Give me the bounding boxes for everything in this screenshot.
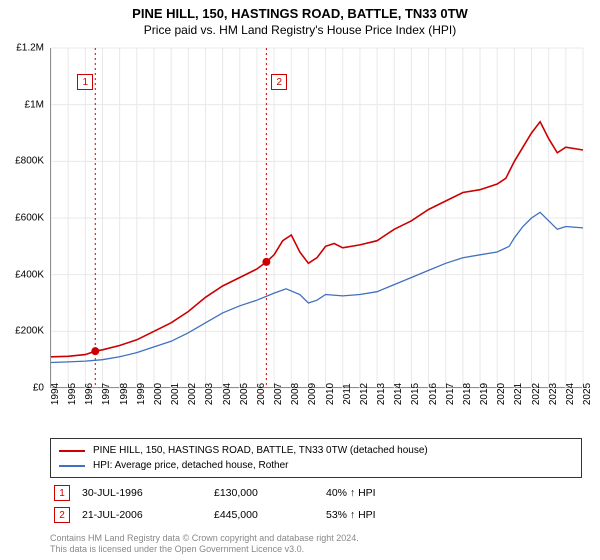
x-tick-label: 2024 — [565, 383, 576, 405]
x-tick-label: 2000 — [153, 383, 164, 405]
sale-marker-label: 2 — [271, 74, 287, 90]
chart-svg — [51, 48, 582, 387]
x-tick-label: 2011 — [342, 383, 353, 405]
x-tick-label: 2021 — [513, 383, 524, 405]
x-tick-label: 1996 — [84, 383, 95, 405]
attribution-line: This data is licensed under the Open Gov… — [50, 544, 582, 556]
sale-note: 53% ↑ HPI — [326, 509, 376, 521]
x-tick-label: 1995 — [67, 383, 78, 405]
legend-row: HPI: Average price, detached house, Roth… — [59, 458, 573, 473]
x-tick-label: 2014 — [393, 383, 404, 405]
x-tick-label: 2009 — [307, 383, 318, 405]
sales-table: 1 30-JUL-1996 £130,000 40% ↑ HPI 2 21-JU… — [50, 482, 582, 526]
y-tick-label: £1M — [25, 99, 44, 110]
y-tick-label: £0 — [33, 383, 44, 394]
y-tick-label: £800K — [15, 156, 44, 167]
x-tick-label: 2003 — [204, 383, 215, 405]
y-tick-label: £1.2M — [16, 43, 44, 54]
x-tick-label: 1997 — [101, 383, 112, 405]
sale-date: 30-JUL-1996 — [82, 487, 202, 499]
y-tick-label: £600K — [15, 213, 44, 224]
x-tick-label: 2005 — [239, 383, 250, 405]
x-tick-label: 2019 — [479, 383, 490, 405]
x-tick-label: 1998 — [119, 383, 130, 405]
x-tick-label: 2015 — [410, 383, 421, 405]
legend-swatch — [59, 450, 85, 452]
chart-area: 12 — [50, 48, 582, 388]
x-tick-label: 2022 — [531, 383, 542, 405]
x-tick-label: 2008 — [290, 383, 301, 405]
sale-price: £130,000 — [214, 487, 314, 499]
x-tick-label: 2002 — [187, 383, 198, 405]
x-tick-label: 2025 — [582, 383, 593, 405]
legend-label: PINE HILL, 150, HASTINGS ROAD, BATTLE, T… — [93, 445, 428, 456]
chart-title: PINE HILL, 150, HASTINGS ROAD, BATTLE, T… — [0, 6, 600, 21]
x-tick-label: 2018 — [462, 383, 473, 405]
x-tick-label: 2006 — [256, 383, 267, 405]
legend-swatch — [59, 465, 85, 467]
legend: PINE HILL, 150, HASTINGS ROAD, BATTLE, T… — [50, 438, 582, 478]
x-tick-label: 2012 — [359, 383, 370, 405]
x-tick-label: 2013 — [376, 383, 387, 405]
x-tick-label: 2004 — [222, 383, 233, 405]
y-tick-label: £200K — [15, 326, 44, 337]
x-tick-label: 1994 — [50, 383, 61, 405]
x-axis-labels: 1994199519961997199819992000200120022003… — [50, 390, 582, 440]
x-tick-label: 2007 — [273, 383, 284, 405]
sale-row: 2 21-JUL-2006 £445,000 53% ↑ HPI — [50, 504, 582, 526]
x-tick-label: 2017 — [445, 383, 456, 405]
sale-date: 21-JUL-2006 — [82, 509, 202, 521]
x-tick-label: 2020 — [496, 383, 507, 405]
y-tick-label: £400K — [15, 269, 44, 280]
sale-row: 1 30-JUL-1996 £130,000 40% ↑ HPI — [50, 482, 582, 504]
legend-row: PINE HILL, 150, HASTINGS ROAD, BATTLE, T… — [59, 443, 573, 458]
sale-price: £445,000 — [214, 509, 314, 521]
attribution-line: Contains HM Land Registry data © Crown c… — [50, 533, 582, 545]
title-block: PINE HILL, 150, HASTINGS ROAD, BATTLE, T… — [0, 0, 600, 37]
sale-marker-label: 1 — [77, 74, 93, 90]
sale-marker-icon: 2 — [54, 507, 70, 523]
x-tick-label: 2010 — [325, 383, 336, 405]
attribution: Contains HM Land Registry data © Crown c… — [50, 533, 582, 556]
chart-subtitle: Price paid vs. HM Land Registry's House … — [0, 23, 600, 37]
x-tick-label: 2023 — [548, 383, 559, 405]
sale-marker-icon: 1 — [54, 485, 70, 501]
x-tick-label: 2016 — [428, 383, 439, 405]
x-tick-label: 1999 — [136, 383, 147, 405]
x-tick-label: 2001 — [170, 383, 181, 405]
legend-label: HPI: Average price, detached house, Roth… — [93, 460, 289, 471]
y-axis-labels: £0£200K£400K£600K£800K£1M£1.2M — [0, 48, 46, 388]
sale-note: 40% ↑ HPI — [326, 487, 376, 499]
